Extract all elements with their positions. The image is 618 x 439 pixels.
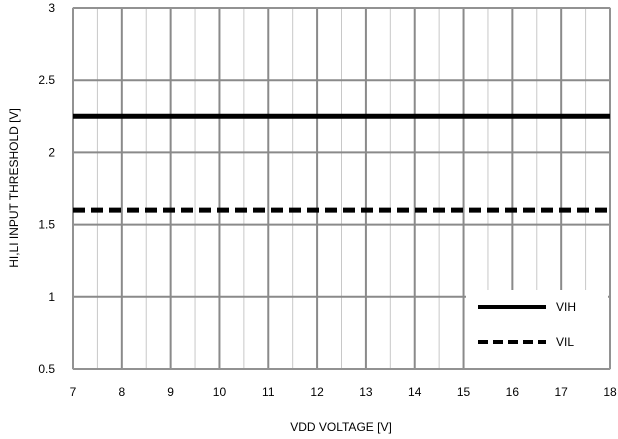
legend-label-vil: VIL [556,335,574,349]
x-tick-labels: 7 8 9 10 11 12 13 14 15 16 17 18 [70,385,617,399]
y-tick-labels: 0.5 1 1.5 2 2.5 3 [38,1,55,376]
x-tick-label: 18 [603,385,617,399]
x-tick-label: 17 [555,385,569,399]
y-tick-label: 1.5 [38,218,55,232]
x-tick-label: 9 [167,385,174,399]
y-tick-label: 2 [48,145,55,159]
y-axis-label: HI,LI INPUT THRESHOLD [V] [7,108,21,268]
y-tick-label: 3 [48,1,55,15]
x-tick-label: 10 [213,385,227,399]
plot-frame [72,7,611,370]
legend-box [466,290,608,368]
x-tick-label: 11 [262,385,275,399]
legend: VIH VIL [466,290,608,368]
x-tick-label: 8 [118,385,125,399]
x-tick-label: 7 [70,385,77,399]
legend-label-vih: VIH [556,300,576,314]
x-tick-label: 14 [408,385,422,399]
series-layer [73,113,610,213]
y-tick-label: 0.5 [38,362,55,376]
y-tick-label: 1 [48,290,55,304]
x-tick-label: 12 [310,385,324,399]
y-tick-label: 2.5 [38,73,55,87]
x-tick-label: 13 [359,385,373,399]
x-tick-label: 16 [506,385,520,399]
x-tick-label: 15 [457,385,471,399]
x-axis-label: VDD VOLTAGE [V] [290,420,392,434]
